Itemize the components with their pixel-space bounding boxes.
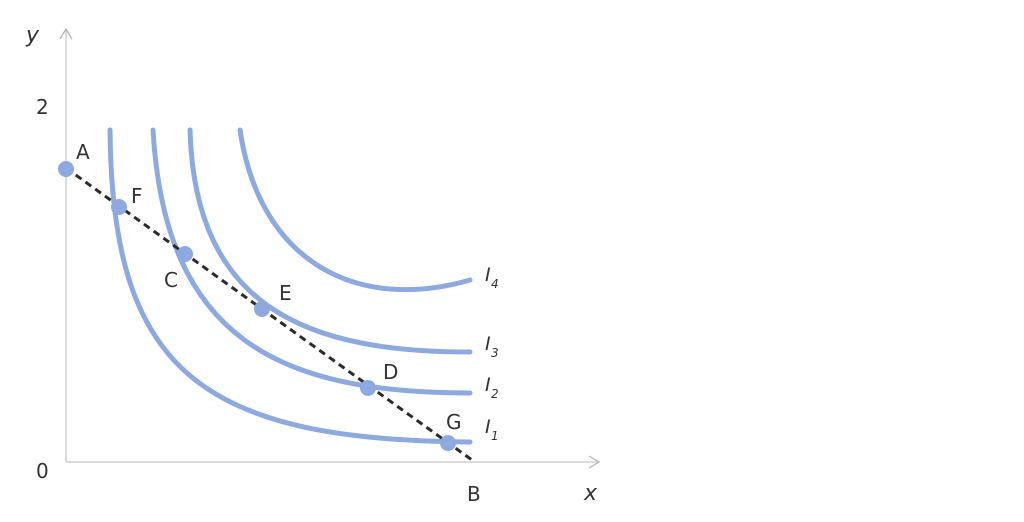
curve-label-i2: I 2 (485, 374, 499, 401)
point-label-c: C (164, 268, 178, 292)
point-g (440, 435, 456, 451)
svg-text:1: 1 (491, 429, 499, 443)
svg-text:I: I (485, 264, 491, 286)
point-label-d: D (383, 360, 398, 384)
x-axis-label: x (583, 481, 598, 506)
svg-text:2: 2 (491, 387, 499, 401)
indifference-curve-2 (150, 127, 473, 396)
curve-label-i1: I 1 (485, 416, 499, 443)
svg-text:4: 4 (491, 277, 499, 291)
point-e (254, 301, 270, 317)
svg-text:I: I (485, 374, 491, 396)
curve-label-i3: I 3 (485, 333, 499, 360)
curve-label-i4: I 4 (485, 264, 499, 291)
svg-text:3: 3 (491, 346, 499, 360)
indifference-curve-4 (237, 127, 473, 293)
x-axis-arrowhead (588, 455, 601, 469)
svg-text:I: I (485, 333, 491, 355)
svg-text:I: I (485, 416, 491, 438)
point-c (177, 246, 193, 262)
y-axis-label: y (25, 23, 40, 48)
point-d (360, 380, 376, 396)
indifference-curve-1 (107, 127, 473, 445)
y-tick-label: 2 (36, 95, 49, 119)
origin-label: 0 (36, 459, 49, 483)
x-intercept-label: B (467, 482, 481, 506)
point-label-g: G (446, 410, 462, 434)
indifference-curve-3 (187, 127, 473, 355)
point-label-a: A (76, 140, 90, 164)
point-f (111, 199, 127, 215)
point-label-f: F (131, 184, 143, 208)
y-axis-arrowhead (59, 27, 73, 40)
point-a (58, 161, 74, 177)
point-label-e: E (279, 281, 292, 305)
